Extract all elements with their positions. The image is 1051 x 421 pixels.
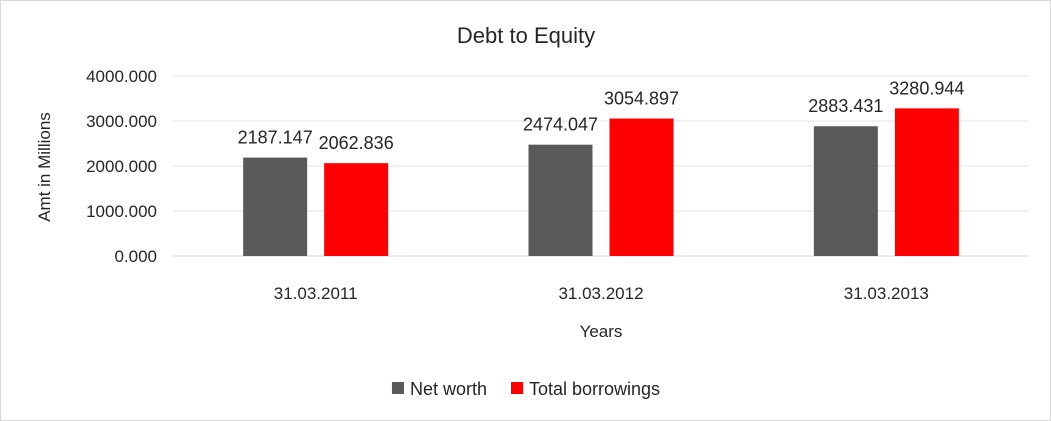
- gridlines: [173, 75, 1029, 257]
- bar-net-worth: [528, 144, 593, 256]
- legend-item-total-borrowings: Total borrowings: [510, 379, 660, 399]
- bar-total-borrowings: [894, 108, 959, 257]
- bars: [243, 108, 959, 257]
- bar-total-borrowings: [609, 118, 674, 256]
- legend-swatch: [510, 382, 523, 394]
- data-label: 2187.147: [238, 128, 313, 148]
- y-tick-label: 2000.000: [86, 157, 157, 176]
- legend-item-net-worth: Net worth: [391, 379, 487, 399]
- x-tick-label: 31.03.2012: [558, 284, 643, 303]
- data-label: 3280.944: [889, 78, 964, 98]
- y-tick-label: 0.000: [114, 247, 157, 266]
- bar-net-worth: [813, 126, 878, 256]
- x-tick-label: 31.03.2011: [274, 284, 358, 303]
- y-axis-ticks: 0.000 1000.000 2000.000 3000.000 4000.000: [86, 67, 157, 266]
- data-label: 2883.431: [808, 96, 883, 116]
- y-axis-title: Amt in Millions: [35, 112, 54, 222]
- data-label: 2062.836: [319, 133, 394, 153]
- data-label: 3054.897: [604, 89, 679, 109]
- bar-total-borrowings: [324, 163, 389, 256]
- chart-title: Debt to Equity: [457, 23, 595, 48]
- legend-swatch: [391, 382, 404, 394]
- legend: Net worth Total borrowings: [391, 379, 660, 399]
- legend-label: Total borrowings: [529, 379, 660, 399]
- x-tick-label: 31.03.2013: [844, 284, 929, 303]
- data-label: 2474.047: [523, 115, 598, 135]
- y-tick-label: 1000.000: [86, 202, 157, 221]
- x-axis-ticks: 31.03.2011 31.03.2012 31.03.2013: [274, 284, 929, 303]
- data-labels: 2187.147 2062.836 2474.047 3054.897 2883.431…: [238, 78, 965, 153]
- bar-net-worth: [243, 157, 308, 256]
- legend-label: Net worth: [410, 379, 487, 399]
- y-tick-label: 3000.000: [86, 112, 157, 131]
- y-tick-label: 4000.000: [86, 67, 157, 86]
- x-axis-title: Years: [580, 322, 623, 341]
